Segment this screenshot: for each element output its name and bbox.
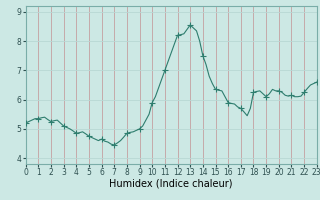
X-axis label: Humidex (Indice chaleur): Humidex (Indice chaleur) (109, 179, 233, 189)
